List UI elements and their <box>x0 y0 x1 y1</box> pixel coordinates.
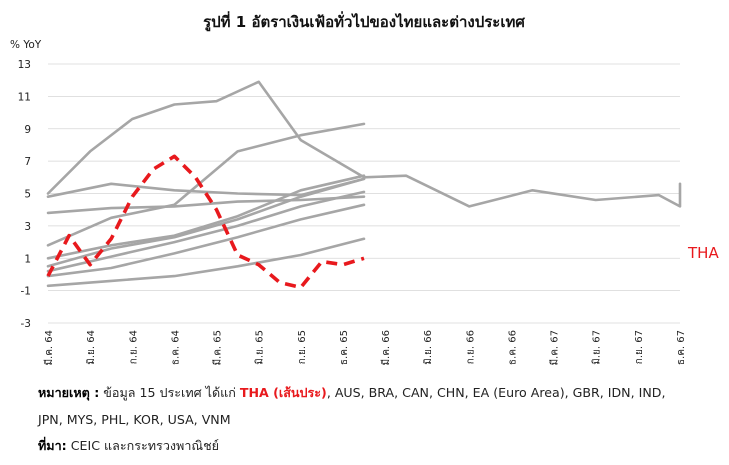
x-tick-label: มี.ค. 65 <box>212 330 224 366</box>
y-tick-label: 5 <box>24 189 31 201</box>
remark-countries: , AUS, BRA, CAN, CHN, EA (Euro Area), GB… <box>326 385 666 400</box>
inflation-chart: รูปที่ 1 อัตราเงินเฟ้อทั่วไปของไทยและต่า… <box>10 11 719 366</box>
remark-label: หมายเหตุ : <box>38 385 100 400</box>
x-tick-label: ก.ย. 64 <box>128 330 139 364</box>
other-series-line <box>46 190 366 273</box>
x-tick-label: ธ.ค. 67 <box>676 330 687 365</box>
x-tick-label: มี.ค. 66 <box>380 330 392 366</box>
y-tick-label: 13 <box>18 59 31 71</box>
remark-line-1: หมายเหตุ : ข้อมูล 15 ประเทศ ได้แก่ THA (… <box>38 383 665 402</box>
x-tick-label: มิ.ย. 65 <box>255 330 266 365</box>
other-series-line <box>362 174 682 208</box>
y-tick-label: 11 <box>18 91 31 103</box>
x-tick-label: ธ.ค. 65 <box>339 330 350 365</box>
source-line: ที่มา: CEIC และกระทรวงพาณิชย์ <box>38 436 219 455</box>
other-series-line <box>46 174 366 260</box>
other-series-line <box>46 80 366 195</box>
y-tick-label: 3 <box>24 221 31 233</box>
x-tick-label: มิ.ย. 67 <box>592 330 603 365</box>
x-tick-label: ก.ย. 65 <box>297 330 308 364</box>
y-tick-label: 9 <box>24 124 31 136</box>
gridlines <box>48 63 680 324</box>
y-tick-label: -3 <box>21 318 31 330</box>
x-tick-label: มี.ค. 67 <box>549 330 561 366</box>
x-tick-label: ก.ย. 67 <box>634 330 645 364</box>
x-tick-label: มิ.ย. 66 <box>423 330 434 365</box>
x-axis-ticks: มี.ค. 64 มิ.ย. 64 ก.ย. 64 ธ.ค. 64 มี.ค. 65 มิ… <box>43 330 687 366</box>
tha-series-line <box>46 154 365 290</box>
source-label: ที่มา: <box>38 438 67 453</box>
x-tick-label: ก.ย. 66 <box>465 330 476 364</box>
other-country-series <box>46 80 682 288</box>
other-series-line <box>46 237 366 288</box>
chart-title: รูปที่ 1 อัตราเงินเฟ้อทั่วไปของไทยและต่า… <box>203 11 525 32</box>
other-series-line <box>46 122 366 247</box>
x-tick-label: มิ.ย. 64 <box>86 330 97 365</box>
y-tick-label: 1 <box>24 253 31 265</box>
remark-line-2: JPN, MYS, PHL, KOR, USA, VNM <box>38 412 231 427</box>
other-series-line <box>46 195 366 215</box>
x-tick-label: ธ.ค. 66 <box>507 330 518 365</box>
y-axis-label: % YoY <box>10 39 42 51</box>
y-tick-label: -1 <box>21 286 31 298</box>
remark-prefix: ข้อมูล 15 ประเทศ ได้แก่ <box>103 385 236 400</box>
x-tick-label: มี.ค. 64 <box>43 330 55 366</box>
source-text: CEIC และกระทรวงพาณิชย์ <box>70 438 220 453</box>
x-tick-label: ธ.ค. 64 <box>170 330 181 365</box>
remark-highlight: THA (เส้นประ) <box>239 385 327 400</box>
other-series-line <box>46 203 366 278</box>
tha-series-label: THA <box>687 244 719 262</box>
thailand-series <box>46 154 365 290</box>
y-tick-label: 7 <box>24 156 31 168</box>
